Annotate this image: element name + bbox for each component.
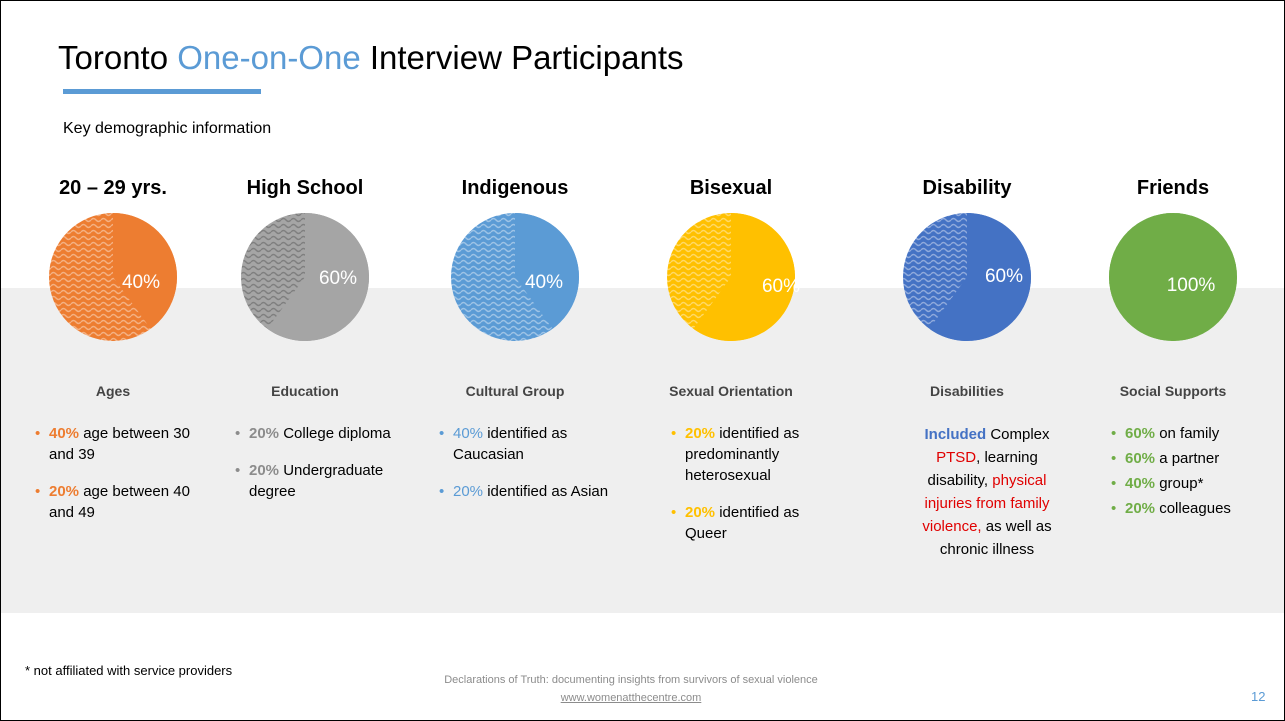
pie-label: 100% [1167,275,1216,296]
column-subheading: Social Supports [1119,383,1227,399]
bullet-text: colleagues [1155,500,1231,517]
pie-label: 40% [525,272,563,293]
bullet: 60% a partner [1111,448,1281,469]
column-heading: Friends [1136,177,1210,199]
column-heading: Bisexual [689,177,773,199]
bullet-text: identified as Queer [685,504,800,542]
bullet: 40% group* [1111,473,1281,494]
bullet-pct: 40% [1125,475,1156,492]
bullet: 20% colleagues [1111,498,1281,519]
pie-label: 60% [762,276,800,297]
bullet: 20% Undergraduate degree [235,460,405,502]
column-subheading: Education [271,383,339,399]
title-underline [63,89,261,94]
bullet-pct: 20% [685,425,716,442]
list: 20% identified as predominantly heterose… [671,423,841,560]
column-heading: High School [246,177,364,199]
text-run: PTSD [936,449,977,466]
bullet-pct: 20% [685,504,716,521]
bullet-pct: 40% [453,425,484,442]
bullet: 20% identified as Asian [439,481,609,502]
bullet-text: on family [1155,425,1220,442]
title: Toronto One-on-One Interview Participant… [58,39,684,77]
bullet-text: a partner [1155,450,1220,467]
column-subheading: Sexual Orientation [669,383,793,399]
bullet-text: identified as predominantly heterosexual [685,425,800,484]
pie-slice [113,213,178,329]
footnote: * not affiliated with service providers [25,663,233,678]
bullet-text: identified as Asian [483,483,609,500]
caption-text: Declarations of Truth: documenting insig… [444,674,818,686]
bullet-pct: 20% [249,462,280,479]
bullet-pct: 40% [49,425,80,442]
text-run: Included [924,426,987,443]
bullet: 40% age between 30 and 39 [35,423,195,465]
title-part: Interview Participants [360,39,684,76]
column-subheading: Ages [95,383,131,399]
bullet-pct: 60% [1125,425,1156,442]
bullet: 20% College diploma [235,423,405,444]
bullet-pct: 20% [249,425,280,442]
column-heading: Indigenous [461,177,569,199]
bullet-text: Undergraduate degree [249,462,384,500]
pie-slice [693,213,795,341]
list: Included Complex PTSD, learning disabili… [907,423,1067,561]
bullet-text: age between 40 and 49 [49,483,190,521]
bullet: 20% identified as predominantly heterose… [671,423,841,486]
column-heading: Disability [922,177,1012,199]
pie-label: 40% [122,272,160,293]
list: 20% College diploma20% Undergraduate deg… [235,423,405,518]
pie-slice [267,213,369,341]
text-run: , learning disability, [927,449,1038,489]
list: 40% age between 30 and 39 20% age between… [35,423,195,539]
column-subheading: Disabilities [930,383,1004,399]
list: 60% on family60% a partner40% group*20% … [1111,423,1281,523]
bullet-pct: 60% [1125,450,1156,467]
bullet: 40% identified as Caucasian [439,423,609,465]
caption: Declarations of Truth: documenting insig… [331,671,931,707]
bullet-pct: 20% [453,483,484,500]
pie-label: 60% [319,268,357,289]
pie-slice [929,213,1031,341]
bullet-pct: 20% [1125,500,1156,517]
text-run: physical injuries from family violence, [922,472,1050,535]
list: 40% identified as Caucasian 20% identifie… [439,423,609,518]
bullet: 20% age between 40 and 49 [35,481,195,523]
text-run: Complex [986,426,1050,443]
title-part: Toronto [58,39,178,76]
link[interactable]: www.womenatthecentre.com [560,692,702,704]
bullet-text: identified as Caucasian [453,425,568,463]
pie-slice [515,213,580,329]
bullet-text: College diploma [279,425,391,442]
band [1,288,1284,613]
page-number: 12 [1251,689,1266,704]
title-part: One-on-One [177,39,361,76]
column-subheading: Cultural Group [465,383,565,399]
subtitle: Key demographic information [63,120,272,137]
column-heading: 20 – 29 yrs. [59,177,167,199]
bullet-text: age between 30 and 39 [49,425,190,463]
text-run: as well as chronic illness [939,518,1052,558]
bullet-pct: 20% [49,483,80,500]
pie-label: 60% [985,266,1023,287]
bullet: 60% on family [1111,423,1281,444]
bullet-text: group* [1155,475,1204,492]
bullet: 20% identified as Queer [671,502,841,544]
pie-slice [1109,213,1237,341]
